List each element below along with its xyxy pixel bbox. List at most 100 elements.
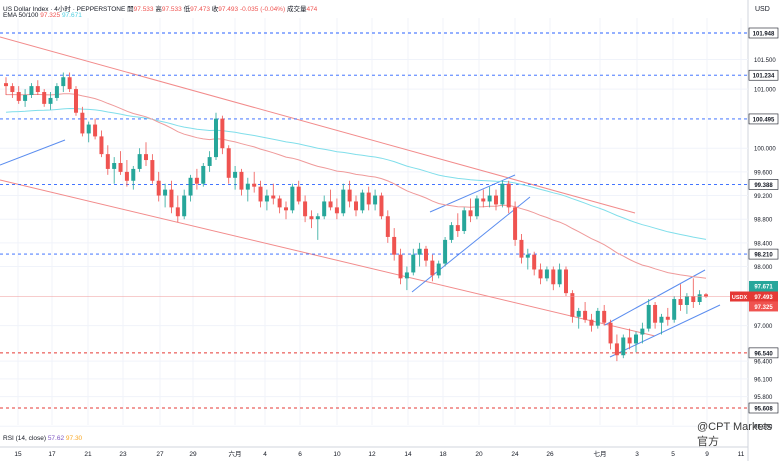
candle-body — [214, 118, 218, 158]
candle-body — [417, 248, 422, 255]
candle-body — [150, 160, 155, 181]
candle-body — [436, 263, 441, 276]
candle-body — [513, 207, 518, 240]
candle-body — [124, 171, 129, 181]
candle-body — [137, 154, 142, 169]
candle-body — [385, 216, 390, 237]
rsi-legend: RSI (14, close) 57.62 97.30 — [3, 435, 83, 442]
candle-body — [653, 304, 658, 323]
candle-body — [684, 296, 689, 305]
y-tick-label: 98.400 — [754, 241, 773, 247]
candle-body — [634, 334, 638, 344]
candle-body — [500, 183, 505, 205]
candle-body — [328, 201, 333, 208]
symbol-header: US Dollar Index · 4小时 · PEPPERSTONE 開97.… — [3, 6, 318, 13]
candle-body — [347, 189, 352, 202]
y-tick-label: 96.400 — [754, 360, 773, 366]
y-tick-label: 101.000 — [754, 88, 776, 94]
x-tick-label: 六月 — [229, 449, 242, 458]
candle-body — [258, 186, 263, 202]
y-tick-label: 98.000 — [754, 265, 773, 271]
x-tick-label: 14 — [404, 451, 412, 458]
level-label-box — [748, 69, 779, 81]
candle-body — [589, 319, 594, 326]
candle-body — [462, 210, 467, 232]
y-tick-label: 96.100 — [754, 377, 773, 383]
ema-lines — [5, 93, 707, 279]
candle-body — [10, 86, 15, 93]
x-tick-label: 4 — [263, 451, 267, 458]
candle-body — [201, 165, 206, 184]
candle-body — [665, 316, 670, 320]
rising-channel-2-upper — [604, 269, 706, 326]
x-tick-label: 10 — [333, 451, 341, 458]
candle-body — [564, 269, 568, 294]
candle-body — [411, 254, 416, 273]
candle-body — [379, 195, 384, 217]
candle-body — [169, 189, 174, 208]
candle-body — [595, 310, 600, 326]
candle-body — [341, 189, 346, 214]
x-tick-label: 24 — [511, 451, 519, 458]
candle-body — [583, 310, 588, 320]
candle-body — [315, 216, 320, 220]
candle-body — [156, 180, 161, 196]
candle-body — [207, 157, 212, 166]
candle-body — [29, 86, 34, 95]
price-tag: 97.325 — [754, 305, 773, 311]
candle-body — [398, 254, 403, 279]
x-tick-label: 20 — [475, 451, 483, 458]
candle-body — [481, 198, 486, 202]
ema-legend: EMA 50/100 97.325 97.671 — [3, 12, 82, 19]
candle-body — [646, 304, 651, 329]
x-tick-label: 29 — [189, 451, 197, 458]
candle-body — [544, 269, 549, 279]
x-tick-label: 12 — [368, 451, 376, 458]
x-tick-label: 18 — [439, 451, 447, 458]
candle-body — [627, 337, 632, 344]
candle-body — [163, 189, 168, 196]
candle-body — [93, 124, 98, 137]
candle-body — [226, 148, 231, 178]
chart-grid — [0, 0, 749, 461]
candle-body — [392, 236, 397, 255]
price-tag-box — [749, 291, 778, 302]
candle-body — [487, 195, 492, 202]
channel-lower — [0, 179, 656, 337]
candle-body — [233, 171, 238, 178]
level-label-box — [748, 347, 779, 359]
level-label-box — [748, 27, 779, 39]
level-label-box — [748, 402, 779, 414]
x-tick-label: 9 — [705, 451, 709, 458]
candle-body — [16, 92, 21, 101]
candle-body — [659, 316, 664, 323]
candle-body — [4, 83, 8, 87]
candle-body — [474, 198, 479, 217]
time-axis[interactable]: 15 17 21 23 27 29 六月 4 6 10 12 14 18 20 24 26 七月 3 5 9 11 — [14, 449, 744, 458]
candle-body — [449, 225, 454, 240]
x-tick-label: 23 — [119, 451, 127, 458]
candle-body — [455, 225, 460, 232]
ema100-line — [5, 107, 707, 240]
x-tick-label: 17 — [48, 451, 56, 458]
candle-body — [303, 201, 308, 217]
x-tick-label: 5 — [671, 451, 675, 458]
candle-body — [188, 177, 193, 196]
candle-body — [144, 154, 148, 161]
price-axis[interactable]: 101.500 101.000 100.000 99.600 99.200 98.800 9… — [754, 58, 776, 431]
candle-body — [131, 168, 136, 181]
candle-body — [443, 239, 448, 264]
x-tick-label: 21 — [84, 451, 92, 458]
rising-channel-2-lower — [609, 304, 721, 358]
candle-body — [691, 296, 696, 303]
candle-body — [576, 310, 581, 317]
y-tick-label: 99.600 — [754, 170, 773, 176]
candle-body — [67, 77, 72, 90]
candle-body — [194, 177, 199, 184]
candle-body — [61, 77, 66, 87]
candle-body — [48, 97, 53, 104]
horizontal-levels: 101.948 101.234 100.495 99.388 98.210 96.540 9… — [0, 27, 779, 414]
candle-body — [271, 195, 276, 199]
level-label: 95.608 — [754, 407, 773, 413]
